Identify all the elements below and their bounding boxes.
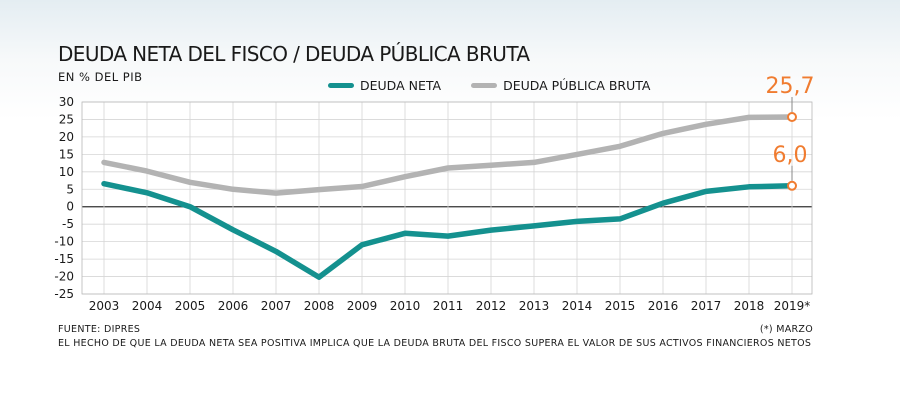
x-tick-label: 2004	[132, 299, 163, 313]
x-tick-label: 2003	[89, 299, 120, 313]
x-tick-label: 2019*	[774, 299, 811, 313]
legend-item-deuda-neta: DEUDA NETA	[328, 78, 441, 93]
annotation-label: 25,7	[766, 74, 815, 99]
series-line-deuda-neta	[101, 180, 795, 280]
source-note: FUENTE: DIPRES	[58, 324, 141, 335]
y-tick-label: 30	[59, 95, 74, 109]
y-tick-label: -25	[54, 287, 74, 301]
chart-title: DEUDA NETA DEL FISCO / DEUDA PÚBLICA BRU…	[58, 42, 530, 66]
y-tick-label: -20	[54, 270, 74, 284]
annotation-marker	[787, 112, 797, 123]
chart-subtitle: EN % DEL PIB	[58, 70, 143, 84]
legend-item-deuda-publica-bruta: DEUDA PÚBLICA BRUTA	[471, 78, 650, 93]
x-tick-label: 2006	[218, 299, 249, 313]
x-tick-label: 2014	[562, 299, 593, 313]
x-tick-label: 2015	[605, 299, 636, 313]
x-tick-label: 2007	[261, 299, 292, 313]
x-tick-label: 2018	[734, 299, 765, 313]
plot-area	[82, 102, 812, 294]
y-tick-label: -10	[54, 235, 74, 249]
y-tick-label: -5	[62, 217, 74, 231]
series-line-deuda-publica-bruta	[101, 114, 795, 196]
y-tick-label: 5	[66, 182, 74, 196]
x-tick-label: 2016	[648, 299, 679, 313]
y-tick-label: -15	[54, 252, 74, 266]
legend-swatch-deuda-neta	[328, 83, 354, 88]
plot-frame	[81, 101, 813, 295]
explanation-note: EL HECHO DE QUE LA DEUDA NETA SEA POSITI…	[58, 338, 812, 349]
x-tick-label: 2012	[476, 299, 507, 313]
x-tick-label: 2013	[519, 299, 550, 313]
x-tick-label: 2009	[347, 299, 378, 313]
legend-label-deuda-neta: DEUDA NETA	[360, 78, 442, 93]
y-tick-label: 20	[59, 130, 74, 144]
footnote-marzo: (*) MARZO	[759, 324, 813, 335]
x-tick-label: 2005	[175, 299, 206, 313]
annotation-label: 6,0	[773, 143, 808, 168]
legend-swatch-deuda-publica-bruta	[471, 83, 498, 88]
y-tick-label: 25	[59, 112, 74, 126]
y-tick-label: 0	[66, 200, 74, 214]
x-tick-label: 2011	[433, 299, 464, 313]
legend-label-deuda-publica-bruta: DEUDA PÚBLICA BRUTA	[503, 78, 651, 93]
annotation-marker	[787, 180, 797, 191]
x-tick-label: 2010	[390, 299, 421, 313]
y-tick-label: 10	[59, 165, 74, 179]
legend: DEUDA NETA DEUDA PÚBLICA BRUTA	[328, 78, 680, 93]
x-tick-label: 2017	[691, 299, 722, 313]
x-tick-label: 2008	[304, 299, 335, 313]
y-tick-label: 15	[59, 147, 74, 161]
